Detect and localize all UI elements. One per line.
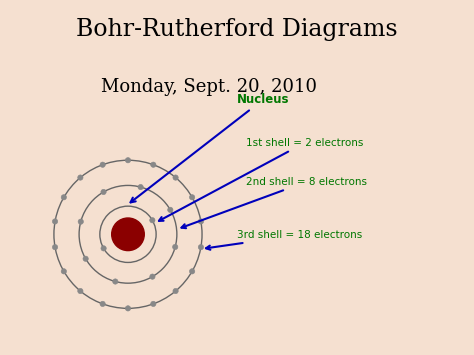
Circle shape [78, 219, 83, 224]
Circle shape [52, 219, 58, 224]
Text: Bohr-Rutherford Diagrams: Bohr-Rutherford Diagrams [76, 18, 398, 41]
Circle shape [78, 288, 83, 294]
Text: 3rd shell = 18 electrons: 3rd shell = 18 electrons [206, 230, 362, 250]
Circle shape [173, 244, 178, 250]
Circle shape [138, 184, 143, 190]
Text: 1st shell = 2 electrons: 1st shell = 2 electrons [159, 137, 364, 221]
Circle shape [173, 288, 178, 294]
Circle shape [100, 162, 105, 167]
Circle shape [150, 218, 155, 223]
Circle shape [190, 195, 195, 200]
Circle shape [101, 189, 106, 195]
Circle shape [78, 175, 83, 180]
Circle shape [100, 301, 105, 307]
Circle shape [168, 207, 173, 213]
Circle shape [113, 279, 118, 284]
Circle shape [52, 245, 58, 250]
Circle shape [173, 175, 178, 180]
Text: 2nd shell = 8 electrons: 2nd shell = 8 electrons [182, 176, 367, 228]
Circle shape [83, 256, 88, 261]
Text: Monday, Sept. 20, 2010: Monday, Sept. 20, 2010 [100, 78, 317, 96]
Circle shape [150, 274, 155, 279]
Circle shape [198, 245, 204, 250]
Circle shape [61, 269, 66, 274]
Circle shape [151, 301, 156, 307]
Circle shape [101, 246, 106, 251]
Circle shape [198, 219, 204, 224]
Circle shape [61, 195, 66, 200]
Circle shape [112, 218, 144, 251]
Circle shape [151, 162, 156, 167]
Circle shape [190, 269, 195, 274]
Circle shape [125, 158, 131, 163]
Text: Nucleus: Nucleus [130, 93, 290, 202]
Circle shape [125, 306, 131, 311]
